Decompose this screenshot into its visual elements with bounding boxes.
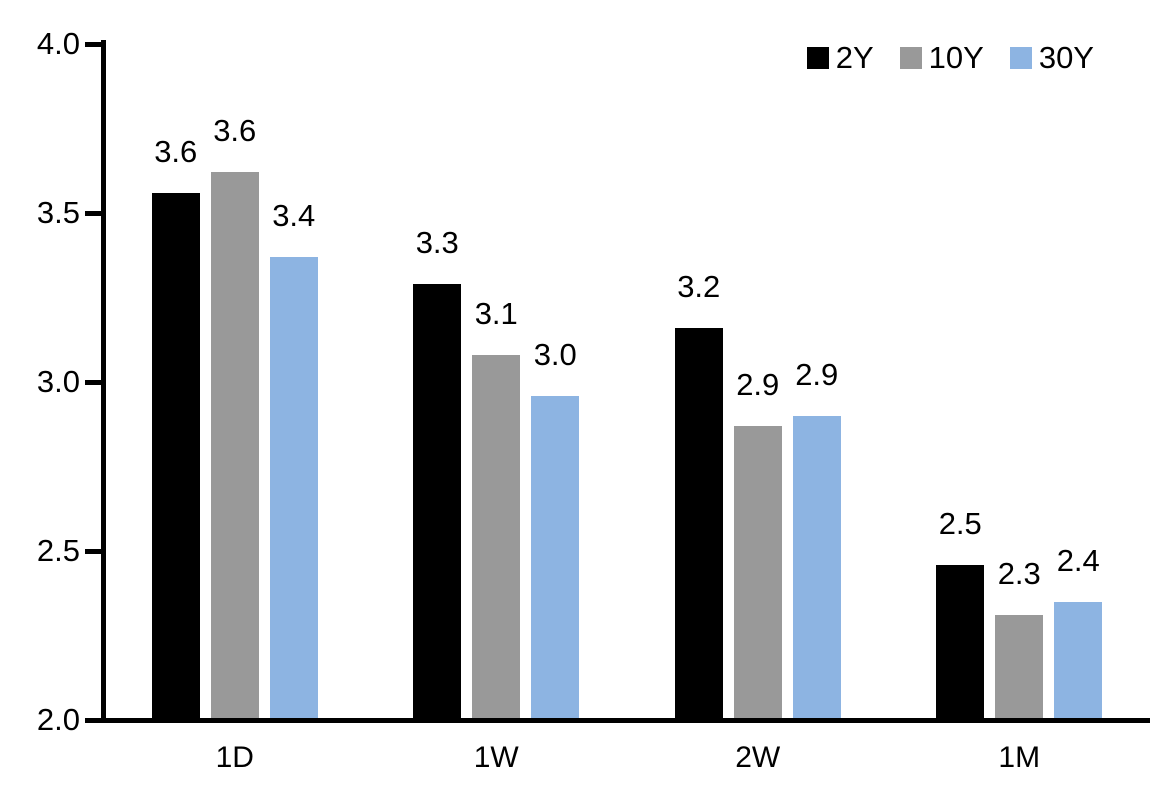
- x-axis-category-label: 1W: [473, 741, 519, 774]
- x-axis-category-label: 2W: [735, 741, 781, 774]
- y-axis-tick: [85, 379, 101, 385]
- legend-item-10y: 10Y: [899, 40, 984, 75]
- legend-swatch-icon: [1009, 47, 1032, 69]
- y-axis-tick: [85, 41, 101, 47]
- bar-value-label: 3.2: [677, 268, 721, 304]
- bar-30y-1m: [1054, 601, 1103, 718]
- bar-value-label: 3.6: [213, 113, 257, 149]
- y-axis-tick: [85, 548, 101, 554]
- legend-label: 2Y: [835, 40, 874, 75]
- y-axis-tick-label: 2.0: [36, 702, 80, 737]
- legend: 2Y 10Y 30Y: [806, 40, 1094, 75]
- y-axis-tick: [85, 717, 101, 723]
- y-axis-tick-label: 3.0: [36, 364, 80, 399]
- bar-value-label: 2.5: [938, 505, 982, 541]
- legend-item-30y: 30Y: [1009, 40, 1094, 75]
- bar-value-label: 2.4: [1056, 542, 1100, 578]
- legend-item-2y: 2Y: [806, 40, 874, 75]
- bar-30y-1d: [269, 256, 318, 718]
- bar-value-label: 2.9: [795, 356, 839, 392]
- legend-label: 30Y: [1038, 40, 1094, 75]
- bar-30y-2w: [792, 415, 841, 718]
- y-axis-tick-label: 2.5: [36, 533, 80, 568]
- y-axis-tick-label: 3.5: [36, 195, 80, 230]
- x-axis-category-label: 1D: [215, 741, 254, 774]
- bar-value-label: 2.9: [736, 366, 780, 402]
- bar-10y-1w: [472, 354, 521, 718]
- bar-value-label: 2.3: [997, 556, 1041, 592]
- bar-value-label: 3.3: [415, 224, 459, 260]
- bar-2y-1m: [936, 564, 985, 718]
- bar-2y-1d: [151, 192, 200, 718]
- bar-value-label: 3.0: [533, 336, 577, 372]
- bar-10y-1d: [210, 172, 259, 718]
- bar-2y-2w: [674, 327, 723, 718]
- bar-10y-1m: [995, 615, 1044, 718]
- legend-swatch-icon: [899, 47, 922, 69]
- x-axis-category-label: 1M: [998, 741, 1041, 774]
- y-axis-tick-label: 4.0: [36, 26, 80, 61]
- bar-value-label: 3.4: [272, 197, 316, 233]
- bar-10y-2w: [733, 425, 782, 718]
- legend-swatch-icon: [806, 47, 829, 69]
- x-axis-line: [85, 718, 1150, 723]
- bar-value-label: 3.6: [154, 133, 198, 169]
- y-axis-line: [101, 40, 106, 723]
- bar-2y-1w: [413, 283, 462, 718]
- bar-30y-1w: [531, 395, 580, 718]
- bar-value-label: 3.1: [474, 295, 518, 331]
- y-axis-tick: [85, 210, 101, 216]
- legend-label: 10Y: [928, 40, 984, 75]
